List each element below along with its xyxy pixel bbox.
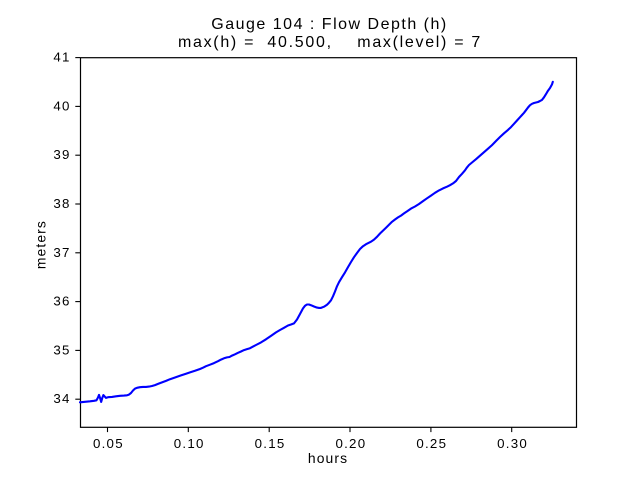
svg-text:38: 38 <box>53 196 70 211</box>
svg-text:37: 37 <box>53 245 70 260</box>
svg-text:max(h) = 40.500, max(level: max(h) = 40.500, max(level) = 7 <box>178 34 482 51</box>
svg-text:0.25: 0.25 <box>416 436 447 451</box>
svg-text:36: 36 <box>53 294 70 309</box>
svg-text:35: 35 <box>53 342 70 357</box>
svg-text:0.15: 0.15 <box>255 436 286 451</box>
svg-text:meters: meters <box>33 220 49 269</box>
svg-text:0.20: 0.20 <box>335 436 366 451</box>
svg-text:41: 41 <box>53 50 70 65</box>
svg-text:0.10: 0.10 <box>174 436 205 451</box>
svg-text:0.30: 0.30 <box>497 436 528 451</box>
svg-text:39: 39 <box>53 147 70 162</box>
svg-text:40: 40 <box>53 98 70 113</box>
svg-text:hours: hours <box>308 450 348 466</box>
svg-text:0.05: 0.05 <box>93 436 124 451</box>
svg-text:Gauge 104 : Flow Depth (h): Gauge 104 : Flow Depth (h) <box>211 16 447 33</box>
svg-text:34: 34 <box>53 391 70 406</box>
